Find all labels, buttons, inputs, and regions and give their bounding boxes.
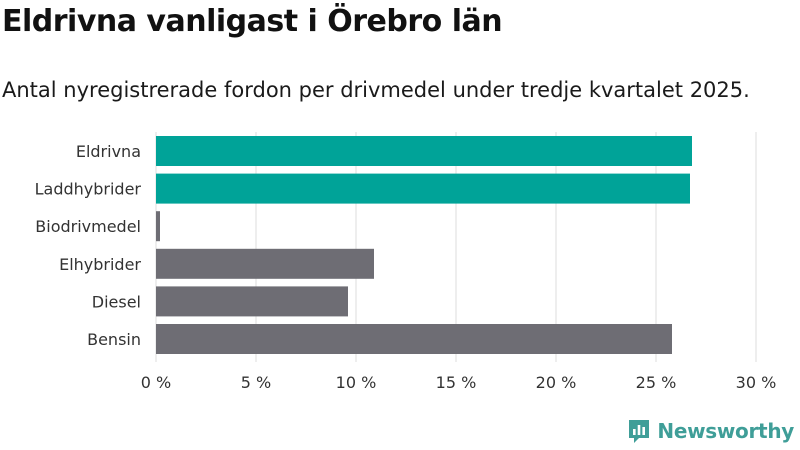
bar-eldrivna	[156, 136, 692, 166]
category-label: Bensin	[87, 330, 141, 349]
bar-diesel	[156, 286, 348, 317]
bar-elhybrider	[156, 248, 374, 279]
category-label: Biodrivmedel	[35, 217, 141, 236]
x-tick-label: 5 %	[241, 373, 271, 392]
bar-laddhybrider	[156, 173, 690, 204]
x-tick-label: 30 %	[736, 373, 777, 392]
category-label: Eldrivna	[76, 142, 141, 161]
brand-logo: Newsworthy	[627, 418, 794, 444]
brand-name: Newsworthy	[657, 419, 794, 443]
category-label: Laddhybrider	[35, 180, 142, 199]
newsworthy-logo-icon	[629, 420, 650, 443]
x-tick-label: 25 %	[636, 373, 677, 392]
category-label: Elhybrider	[59, 255, 141, 274]
x-tick-label: 0 %	[141, 373, 171, 392]
x-tick-label: 20 %	[536, 373, 577, 392]
bar-bensin	[156, 324, 672, 354]
x-tick-label: 10 %	[336, 373, 377, 392]
x-tick-label: 15 %	[436, 373, 477, 392]
chart-title: Eldrivna vanligast i Örebro län	[2, 4, 503, 39]
bar-biodrivmedel	[156, 211, 160, 242]
chart-subtitle: Antal nyregistrerade fordon per drivmede…	[2, 78, 750, 102]
category-label: Diesel	[92, 292, 141, 311]
